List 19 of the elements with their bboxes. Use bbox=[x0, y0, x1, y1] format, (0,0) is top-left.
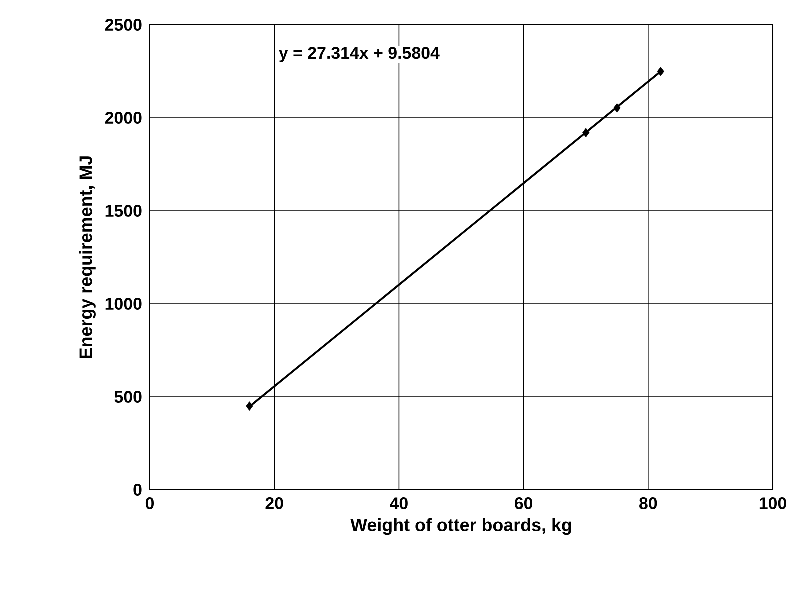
x-tick-label: 60 bbox=[515, 498, 533, 510]
y-tick-label: 2500 bbox=[105, 18, 142, 31]
y-tick-label: 0 bbox=[134, 484, 142, 496]
point bbox=[614, 103, 621, 113]
x-tick-label: 0 bbox=[146, 498, 154, 510]
y-tick-label: 2000 bbox=[105, 112, 142, 124]
x-axis-title: Weight of otter boards, kg bbox=[350, 518, 572, 536]
y-tick-label: 1500 bbox=[106, 205, 142, 217]
annotation: y = 27.314x + 9.5804 bbox=[279, 47, 440, 62]
y-tick-label: 1000 bbox=[106, 298, 142, 310]
x-tick-label: 20 bbox=[266, 498, 284, 510]
point bbox=[582, 128, 590, 138]
y-axis-title: Energy requirement, MJ bbox=[79, 156, 96, 358]
point bbox=[657, 66, 664, 76]
x-tick-label: 80 bbox=[640, 498, 658, 510]
x-tick-label: 100 bbox=[760, 498, 786, 510]
x-tick-label: 40 bbox=[390, 498, 408, 510]
point bbox=[246, 402, 254, 411]
y-tick-label: 500 bbox=[114, 391, 142, 403]
